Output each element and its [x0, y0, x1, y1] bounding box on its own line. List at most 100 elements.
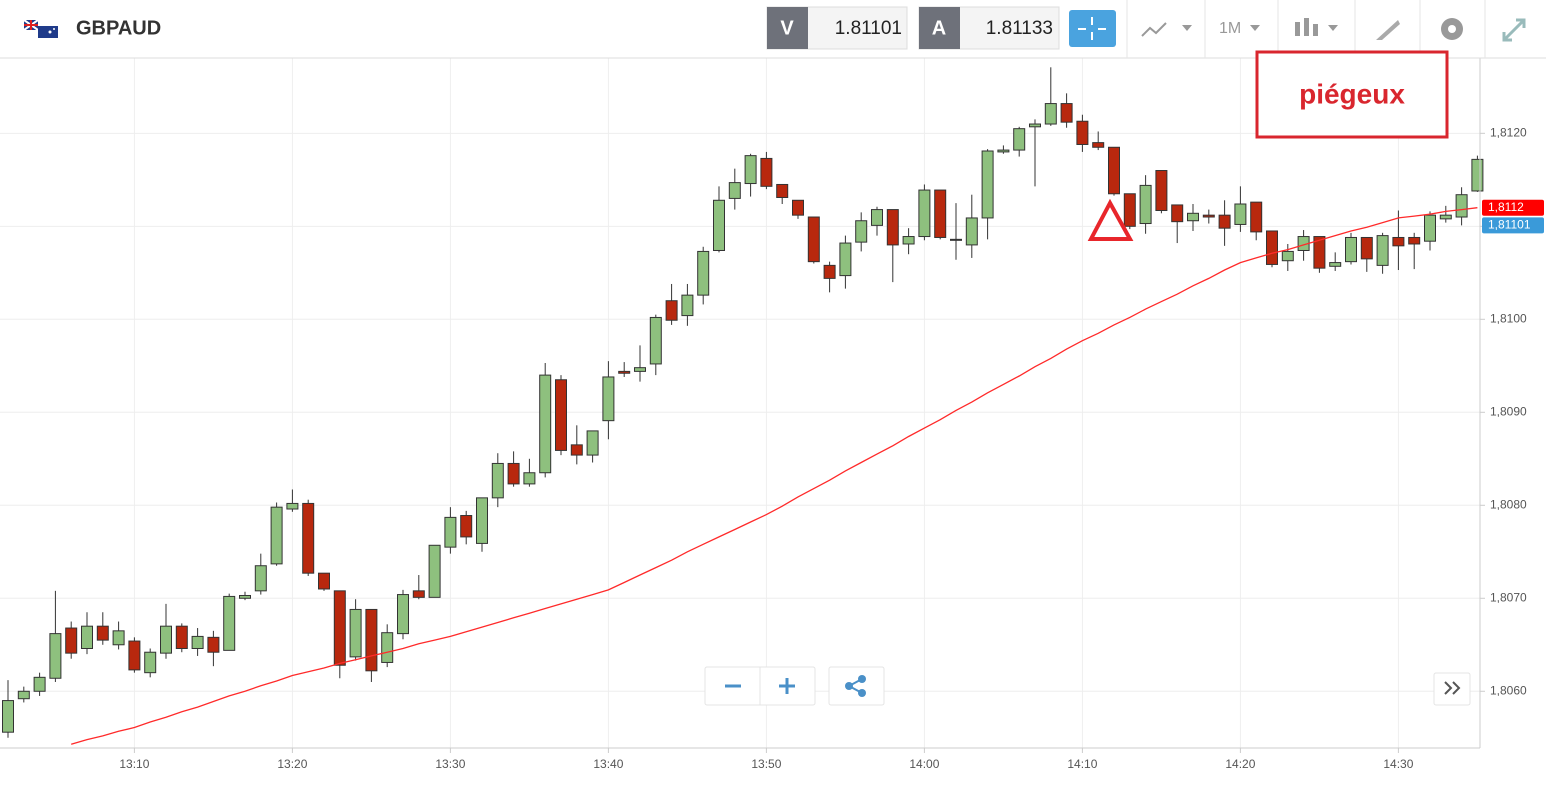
- candle-body: [539, 374, 552, 474]
- price-label-box: [1482, 217, 1544, 234]
- candle-body: [586, 430, 599, 456]
- candle-body: [981, 150, 994, 219]
- x-tick-label: 13:20: [277, 757, 307, 771]
- candle-body: [397, 594, 409, 635]
- candle-body: [1408, 236, 1421, 245]
- candle-body: [1044, 103, 1057, 125]
- candle-body: [1313, 236, 1326, 269]
- candle-body: [871, 209, 883, 226]
- candle-body: [96, 625, 109, 641]
- candle-body: [1455, 194, 1468, 218]
- settings-button[interactable]: [1441, 18, 1463, 40]
- candle-body: [1345, 236, 1357, 263]
- x-tick-label: 14:00: [909, 757, 939, 771]
- candle-body: [792, 199, 804, 216]
- candle-body: [1092, 142, 1105, 148]
- price-label: 1,81101: [1488, 218, 1531, 232]
- candle-body: [1266, 230, 1278, 265]
- candle-body: [965, 217, 978, 246]
- candle-body: [460, 515, 473, 538]
- y-tick-label: 1,8060: [1490, 683, 1527, 697]
- candle-body: [128, 640, 141, 671]
- candle-body: [855, 220, 868, 243]
- y-tick-label: 1,8080: [1490, 497, 1527, 511]
- candle-body: [144, 651, 157, 674]
- candle-body: [349, 608, 362, 658]
- plot: [2, 67, 1484, 745]
- candle-body: [254, 565, 267, 592]
- candle-body: [523, 472, 536, 485]
- candle-body: [1187, 212, 1199, 222]
- candle-body: [112, 630, 125, 646]
- candle-body: [1424, 214, 1436, 242]
- scroll-end-button[interactable]: [1444, 681, 1461, 695]
- ask-price: 1.81133: [986, 18, 1053, 39]
- candle-body: [444, 516, 457, 548]
- price-label: 1,8112: [1488, 200, 1524, 214]
- candle-body: [760, 157, 773, 187]
- symbol: GBPAUD: [76, 17, 161, 39]
- bid-price: 1.81101: [835, 18, 902, 39]
- timeframe[interactable]: 1M: [1219, 20, 1241, 37]
- candle-body: [1139, 184, 1152, 225]
- candle-body: [634, 367, 646, 372]
- ask-label: A: [932, 17, 946, 39]
- y-tick-label: 1,8090: [1490, 404, 1527, 418]
- candle-body: [555, 379, 567, 451]
- candle-body: [286, 502, 299, 510]
- candle-body: [1076, 120, 1089, 145]
- candle-body: [1439, 214, 1452, 220]
- candle-body: [681, 294, 694, 317]
- candle-body: [160, 625, 172, 654]
- candle-body: [1202, 214, 1215, 218]
- candle-body: [175, 625, 188, 649]
- candle-body: [665, 300, 678, 321]
- indicators-button[interactable]: [1295, 18, 1338, 36]
- bid-box[interactable]: V 1.81101: [766, 6, 908, 50]
- x-tick-label: 13:30: [435, 757, 465, 771]
- y-tick-label: 1,8100: [1490, 311, 1527, 325]
- candle-body: [507, 462, 520, 485]
- candle-body: [807, 216, 820, 263]
- candle-body: [2, 700, 14, 733]
- candle-body: [1392, 236, 1405, 247]
- candle-body: [428, 544, 441, 598]
- candle-body: [886, 209, 899, 246]
- separators: [1126, 0, 1486, 58]
- candle-body: [728, 182, 741, 199]
- candle-body: [65, 627, 78, 654]
- candle-body: [649, 316, 662, 365]
- fullscreen-button[interactable]: [1502, 18, 1526, 42]
- candle-body: [697, 250, 710, 296]
- candle-body: [476, 497, 488, 544]
- candle-body: [602, 376, 615, 422]
- timeframe-dropdown[interactable]: [1250, 25, 1260, 31]
- candle-body: [902, 236, 915, 245]
- annotation-text: piégeux: [1299, 78, 1405, 109]
- crosshair-button[interactable]: [1069, 10, 1116, 47]
- x-tick-label: 14:10: [1067, 757, 1097, 771]
- ask-box[interactable]: A 1.81133: [918, 6, 1060, 50]
- candle-body: [1234, 203, 1247, 225]
- chart-type-button[interactable]: [1141, 22, 1192, 37]
- zoom-controls: [704, 666, 1471, 706]
- candle-body: [1376, 235, 1389, 266]
- candle-body: [1029, 123, 1041, 128]
- flag-icon: [23, 19, 58, 38]
- candle-body: [997, 149, 1010, 153]
- candle-body: [1123, 193, 1136, 227]
- zoom-in[interactable]: [779, 678, 795, 694]
- candle-body: [302, 502, 315, 574]
- candle-body: [823, 264, 836, 279]
- warning-triangle: [1087, 198, 1134, 241]
- share-button[interactable]: [845, 675, 866, 697]
- candle-body: [207, 636, 220, 653]
- candle-body: [1329, 262, 1342, 267]
- candle-body: [191, 635, 204, 649]
- y-tick-label: 1,8070: [1490, 590, 1527, 604]
- annotation-box: [1255, 50, 1449, 139]
- moving-average-line: [71, 207, 1478, 745]
- draw-button[interactable]: [1376, 20, 1400, 40]
- candle-body: [365, 608, 378, 672]
